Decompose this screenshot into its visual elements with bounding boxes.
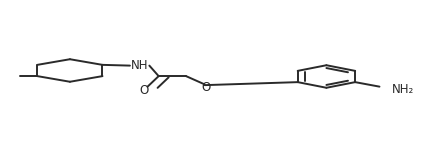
Text: O: O — [139, 84, 149, 97]
Text: NH₂: NH₂ — [392, 83, 414, 96]
Text: NH: NH — [131, 59, 148, 72]
Text: O: O — [201, 81, 210, 94]
